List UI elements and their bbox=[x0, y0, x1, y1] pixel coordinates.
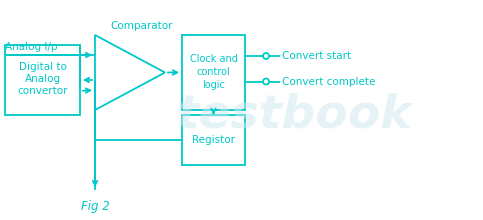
Text: Comparator: Comparator bbox=[110, 21, 172, 31]
Text: Analog: Analog bbox=[25, 74, 60, 84]
FancyBboxPatch shape bbox=[182, 115, 245, 165]
FancyBboxPatch shape bbox=[5, 45, 80, 115]
Text: convertor: convertor bbox=[17, 86, 68, 96]
Circle shape bbox=[263, 79, 269, 84]
FancyBboxPatch shape bbox=[182, 35, 245, 110]
Text: Registor: Registor bbox=[192, 135, 235, 145]
Text: Clock and: Clock and bbox=[189, 53, 238, 64]
Text: Digital to: Digital to bbox=[18, 62, 67, 72]
Text: Convert start: Convert start bbox=[282, 51, 351, 61]
Text: Analog I/p: Analog I/p bbox=[5, 42, 57, 52]
Text: Fig 2: Fig 2 bbox=[81, 200, 109, 213]
Text: logic: logic bbox=[202, 79, 225, 90]
Text: Convert complete: Convert complete bbox=[282, 77, 375, 86]
Text: control: control bbox=[197, 66, 230, 77]
Text: testbook: testbook bbox=[177, 92, 413, 138]
Circle shape bbox=[263, 53, 269, 59]
